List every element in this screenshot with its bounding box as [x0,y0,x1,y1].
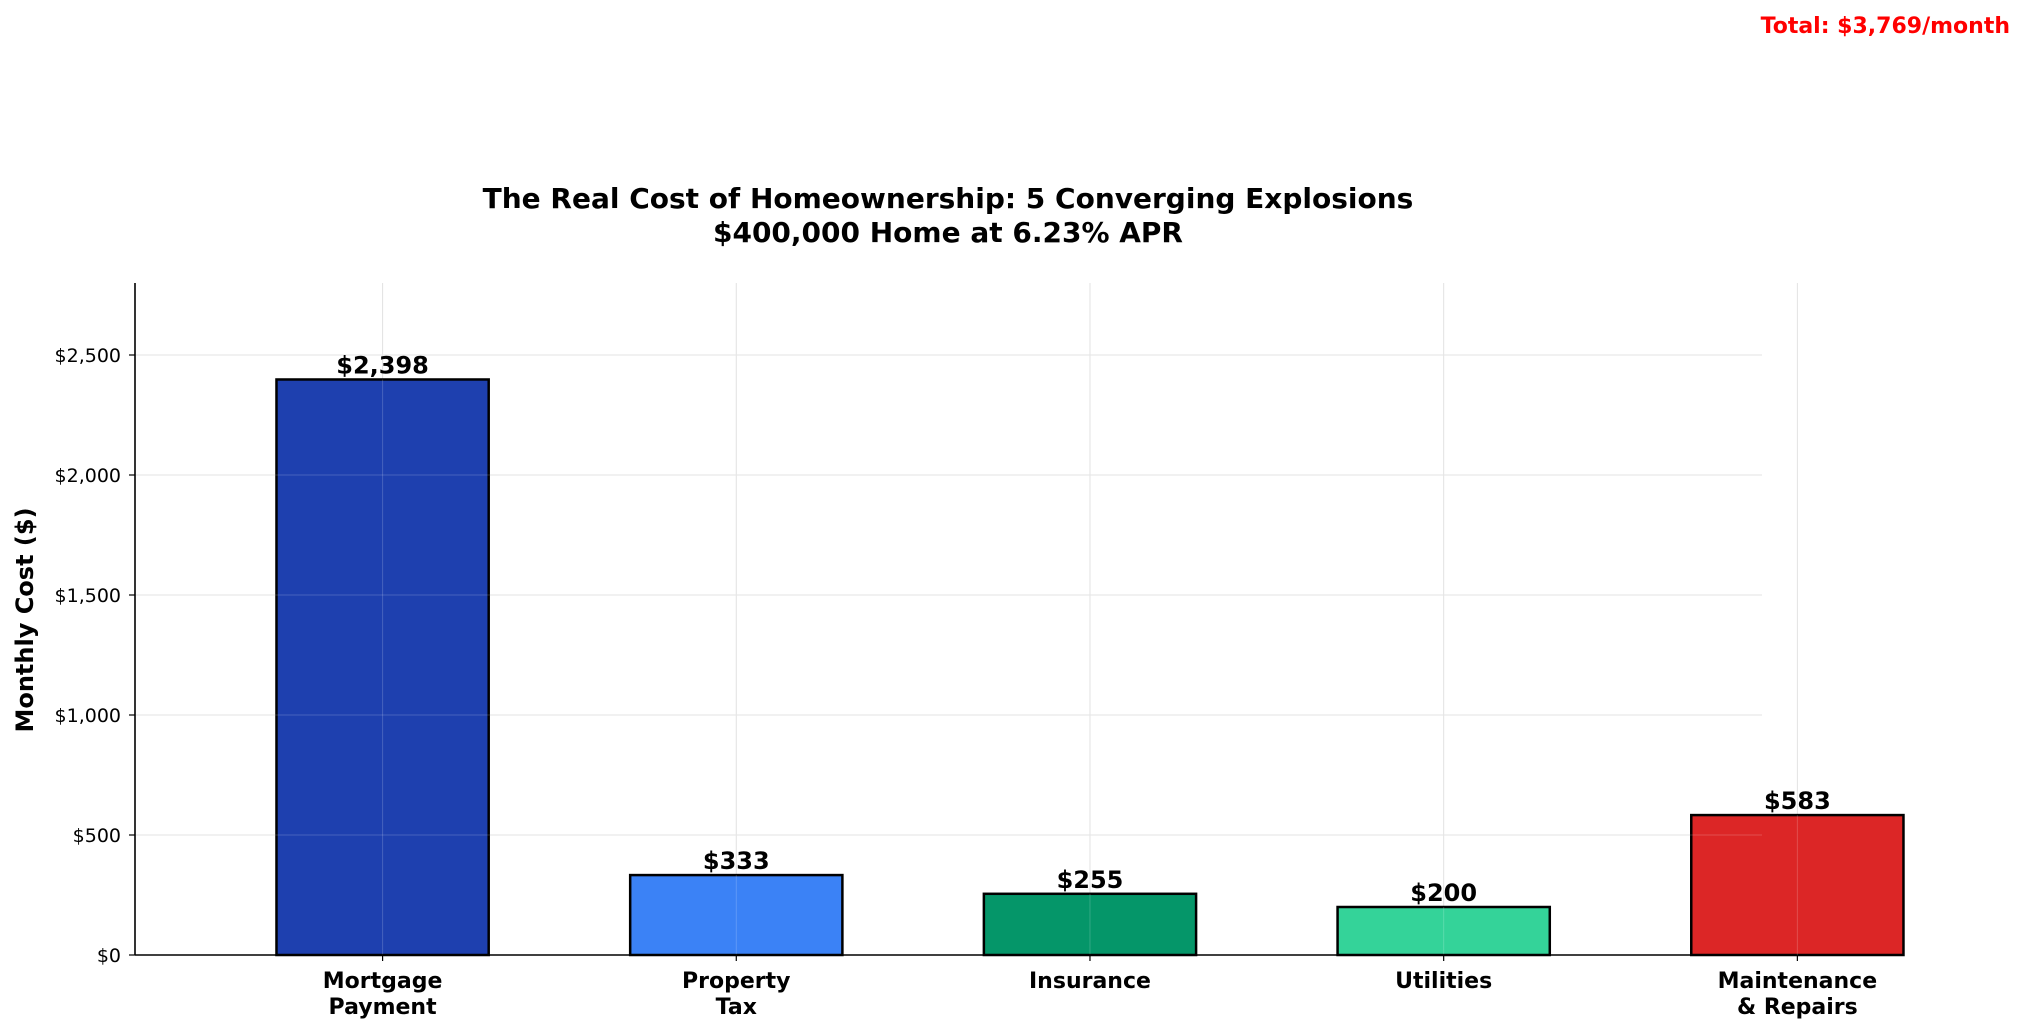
x-tick-label-line: Utilities [1395,969,1492,994]
bar-value-label: $255 [1057,866,1124,894]
x-tick-label: Mortgage Payment [323,969,443,1020]
bar-value-label: $200 [1410,879,1477,907]
bar [1690,813,1905,957]
y-tick-label: $0 [97,945,121,967]
labels: $0 $500 $1,000 $1,500 $2,000 $2,500 Mortgage Pa… [55,345,1878,1020]
x-tick-label-line: Insurance [1029,969,1151,994]
chart-title-line-1: The Real Cost of Homeownership: 5 Conver… [483,182,1414,215]
x-tick-label-line: Payment [329,995,438,1020]
bar-value-label: $2,398 [336,351,429,379]
x-tick-label: Utilities [1395,969,1492,994]
y-tick-label: $1,500 [55,585,121,607]
bar [628,873,844,957]
bar [1336,905,1552,957]
axes [129,283,1798,961]
y-tick-label: $2,500 [55,345,121,367]
chart-title-line-2: $400,000 Home at 6.23% APR [713,216,1183,249]
y-axis-label: Monthly Cost ($) [11,507,39,732]
bar-value-label: $333 [703,847,770,875]
y-tick-label: $500 [73,825,121,847]
x-tick-label-line: Maintenance [1718,969,1878,994]
x-tick-label-line: Property [682,969,790,994]
grid-overlay [135,354,1798,955]
y-tick-label: $1,000 [55,705,121,727]
x-tick-label: Property Tax [682,969,790,1020]
total-annotation: Total: $3,769/month [1761,14,2010,39]
x-tick-label: Insurance [1029,969,1151,994]
x-tick-label-line: Mortgage [323,969,443,994]
bar-value-label: $583 [1764,787,1831,815]
y-tick-label: $2,000 [55,465,121,487]
bar [275,378,490,957]
x-tick-label: Maintenance & Repairs [1718,969,1878,1020]
x-tick-label-line: Tax [716,995,757,1020]
x-tick-label-line: & Repairs [1737,995,1858,1020]
